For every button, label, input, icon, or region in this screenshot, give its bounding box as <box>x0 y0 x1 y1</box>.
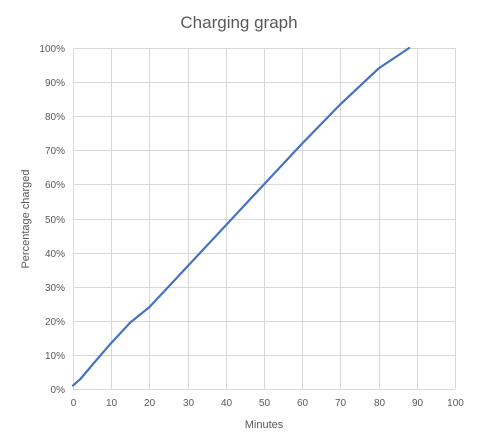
x-tick-label: 50 <box>259 398 271 409</box>
y-axis-ticks: 0% 10% 20% 30% 40% 50% 60% 70% 80% 90% 100% <box>39 44 65 396</box>
series-line <box>71 46 411 387</box>
x-tick-label: 0 <box>71 398 77 409</box>
series-layer <box>71 46 411 387</box>
x-tick-label: 70 <box>335 398 347 409</box>
y-tick-label: 20% <box>45 317 65 328</box>
y-tick-label: 60% <box>45 180 65 191</box>
y-tick-label: 0% <box>51 385 66 396</box>
y-tick-label: 50% <box>45 215 65 226</box>
chart-title: Charging graph <box>180 13 297 32</box>
y-tick-label: 100% <box>39 44 65 55</box>
y-tick-label: 10% <box>45 351 65 362</box>
y-axis-label: Percentage charged <box>20 169 32 268</box>
x-tick-label: 60 <box>297 398 309 409</box>
y-tick-label: 70% <box>45 146 65 157</box>
x-tick-label: 10 <box>106 398 118 409</box>
y-tick-label: 40% <box>45 249 65 260</box>
y-tick-label: 30% <box>45 283 65 294</box>
x-axis-ticks: 0 10 20 30 40 50 60 70 80 90 100 <box>71 398 465 409</box>
y-tick-label: 90% <box>45 78 65 89</box>
x-tick-label: 40 <box>221 398 233 409</box>
x-tick-label: 80 <box>374 398 386 409</box>
x-tick-label: 100 <box>447 398 464 409</box>
x-tick-label: 90 <box>412 398 424 409</box>
x-tick-label: 20 <box>144 398 156 409</box>
y-tick-label: 80% <box>45 112 65 123</box>
x-tick-label: 30 <box>183 398 195 409</box>
x-axis-label: Minutes <box>245 419 284 431</box>
gridlines <box>73 48 456 390</box>
